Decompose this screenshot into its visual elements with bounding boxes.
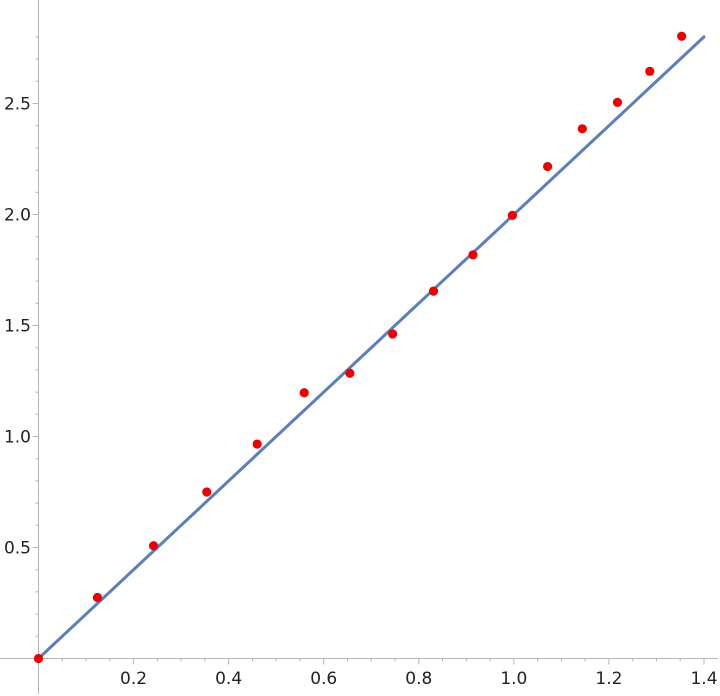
data-point [677,31,687,41]
y-tick-label: 1.5 [4,317,31,337]
x-tick-label: 1.2 [595,669,622,689]
data-point [507,210,518,220]
data-point [92,592,103,603]
x-tick-label: 0.8 [405,669,432,689]
y-tick-label: 1.0 [4,428,31,448]
data-point [148,541,159,551]
data-points-layer [33,31,687,664]
data-point [345,368,355,378]
x-tick-label: 1.0 [500,669,527,689]
data-point [33,653,44,664]
y-tick-label: 2.0 [4,206,31,226]
fit-line [37,35,706,660]
x-tick-label: 0.6 [310,669,337,689]
data-point [388,329,398,339]
data-point [612,97,623,107]
data-point [299,388,309,398]
x-tick-label: 0.4 [215,669,242,689]
fit-line-layer [37,35,706,660]
y-tick-label: 0.5 [4,539,31,559]
y-tick-label: 2.5 [4,95,31,115]
data-point [645,66,655,76]
x-tick-label: 0.2 [120,669,147,689]
x-tick-label: 1.4 [690,669,717,689]
data-point [428,286,439,296]
data-point [468,250,478,260]
data-point [577,124,587,134]
data-point [543,161,553,172]
data-point [202,487,212,497]
data-point [252,439,262,449]
